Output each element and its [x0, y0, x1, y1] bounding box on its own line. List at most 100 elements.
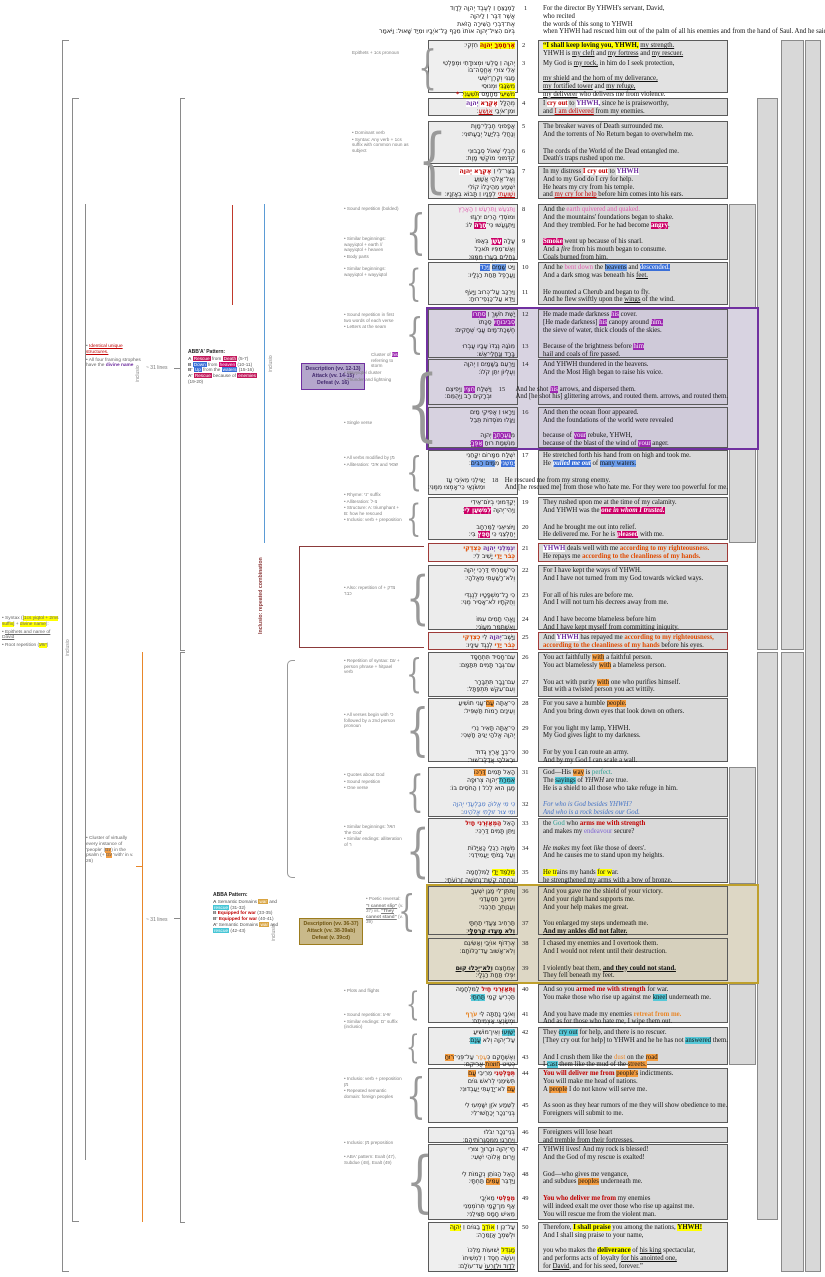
english-text: You act with purity with one who purifie… [538, 677, 728, 695]
verse-rows: יִשְׁלַח מִמָּרוֹם יִקָּחֵנִי יַמְשֵׁנִי … [428, 450, 728, 492]
english-line: You make those who rise up against me kn… [543, 993, 711, 1001]
english-column-box [538, 309, 728, 358]
hebrew-line: וַיֵּדֶא עַל־כַּנְפֵי־רוּחַ׃ [468, 296, 515, 304]
english-line: He pulled me out of many waters. [543, 459, 637, 467]
verse-number: 47 [522, 1146, 529, 1153]
hebrew-line: כִּי־בְךָ אָרֻץ גְּדוּד [475, 749, 515, 757]
english-text: The breaker waves of Death surrounded me… [538, 121, 728, 139]
english-line: He trains my hands for war. [543, 869, 619, 877]
hebrew-line: וַיֵּט שָׁמַיִם וַיֵּרַד [479, 264, 515, 271]
english-text: And I crush them like the dust on the ro… [538, 1052, 728, 1070]
hebrew-line: וְעַנְוַתְךָ תַרְבֵּנִי׃ [479, 903, 515, 911]
hebrew-line: וְעַל בָּמֹתַי יַעֲמִידֵנִי׃ [468, 852, 515, 860]
english-line: hail and coals of fire passed. [543, 351, 621, 359]
hebrew-text: עִם־חָסִיד תִּתְחַסָּד עִם־גְּבַר תָּמִים… [428, 652, 518, 670]
margin-note: • Sound repetition (bolded) [344, 206, 402, 213]
grouping-brace: { [406, 767, 424, 817]
hebrew-column-box [428, 1144, 518, 1220]
english-line: They fell beneath my feet. [543, 972, 615, 980]
bracket-mid-tick [174, 368, 180, 369]
hebrew-line: עִם־נָבָר תִּתְבָּרָר [474, 678, 515, 686]
hebrew-line: וַיִּשְׁלַח חִצָּיו וַיְפִיצֵם [445, 385, 492, 393]
english-line: My God is my rock, in him do I seek prot… [543, 59, 675, 67]
verse-row: וַיָּשֶׁב־יְהוָה לִי כְצִדְקִי כְּבֹר יָד… [428, 632, 728, 650]
verse-rows: אֶרְדּוֹף אוֹיְבַי וְאַשִּׂיגֵם וְלֹא־אָש… [428, 938, 728, 980]
hebrew-line: עַם לֹא־יָדַעְתִּי יַעַבְדוּנִי׃ [459, 1085, 515, 1093]
english-text: And you have made my enemies retreat fro… [538, 1009, 728, 1027]
hebrew-line: תַּרְחִיב צַעֲדִי תַחְתָּי [468, 920, 515, 928]
hebrew-line: יְחַלְּצֵנִי כִּי חָפֵץ בִּי׃ [468, 531, 515, 539]
margin-note: • Rhyme: ־ני suffix • Alliteration: צ-ל • … [344, 492, 402, 524]
hebrew-text: יָשֶׁת חֹשֶׁךְ ׀ סִתְרוֹ סְבִיבוֹתָיו סֻכ… [428, 309, 518, 334]
hebrew-line: לְדָוִד וּלְזַרְעוֹ עַד־עוֹלָם׃ [458, 1262, 515, 1270]
english-column-box [538, 984, 728, 1023]
hebrew-line: חַי־יְהוָה וּבָרוּךְ צוּרִי [468, 1146, 515, 1153]
hebrew-line: מִנֹּגַהּ נֶגְדּוֹ עָבָיו עָבְרוּ [462, 343, 515, 351]
verse-row: מִנֹּגַהּ נֶגְדּוֹ עָבָיו עָבְרוּ בָּרָד … [428, 341, 728, 359]
verse-row: כִּי־אַתָּה עַם־עָנִי תוֹשִׁיעַ וְעֵינַיִ… [428, 698, 728, 716]
english-line: And by my God I can scale a wall. [543, 756, 638, 764]
english-line: And your right hand supports me. [543, 895, 635, 903]
margin-note: • Sound repetition in first two words of… [344, 312, 402, 331]
hebrew-line: וְאֶל־אֱלֹהַי אֲשַׁוֵּעַ [474, 175, 515, 183]
hebrew-line: בְּיוֹם הִצִּיל־יְהוָה אוֹתוֹ מִכַּף כָּ… [379, 28, 515, 36]
english-line: And the torrents of No Return began to o… [543, 130, 694, 138]
hebrew-line: מִשְׂגַּבִּי וּמְנוּסִי [481, 82, 515, 90]
english-line: As soon as they hear rumors of me they w… [543, 1102, 728, 1110]
margin-note: • Single verse [344, 420, 402, 427]
hebrew-line: וַיֵּרָאוּ ׀ אֲפִיקֵי מַיִם [470, 409, 515, 416]
margin-note: • Inclusio: verb + preposition מן • Repea… [344, 1076, 402, 1100]
hebrew-line: יְהוָה ׀ סַלְעִי וּמְצוּדָתִי וּמְפַלְטִ… [442, 59, 515, 67]
verse-rows: יְקַדְּמוּנִי בְיוֹם־אֵידִי וַיְהִי־יְהוָ… [428, 497, 728, 539]
english-text: For all of his rules are before me. And I… [538, 590, 728, 608]
note-line: • Sound repetition [344, 778, 381, 784]
note-line: • Repetition of syntax: עם + person phra… [344, 658, 400, 674]
verse-number: 17 [522, 452, 529, 459]
verse-group: וַיָּשֶׁב־יְהוָה לִי כְצִדְקִי כְּבֹר יָד… [428, 632, 728, 650]
hebrew-text: מְשַׁוֶּה רַגְלַי כָּאַיָּלוֹת וְעַל בָּמ… [428, 843, 518, 861]
grouping-brace: { [406, 262, 422, 305]
verse-number: 49 [522, 1195, 529, 1203]
verse-rows: וַיַּרְעֵם בַּשָּׁמַיִם ׀ יְהוָה וְעֶלְיו… [428, 359, 728, 401]
hebrew-text: בַּצַּר־לִי ׀ אֶקְרָא יְהוָה וְאֶל־אֱלֹהַ… [428, 166, 518, 199]
verse-row: וַתִּתֶּן־לִי מָגֵן יִשְׁעֶךָ וִימִינְךָ … [428, 886, 728, 911]
hebrew-line: בְּנֵי־נֵכָר יִבֹּלוּ [483, 1129, 515, 1136]
hebrew-line: עַל־כֵּן ׀ אוֹדְךָ בַגּוֹיִם ׀ יְהוָה [449, 1224, 515, 1231]
hebrew-line: וַתִּגְעַשׁ וַתִּרְעַשׁ ׀ הָאָרֶץ [458, 206, 515, 213]
verse-group: כִּי־אַתָּה עַם־עָנִי תוֹשִׁיעַ וְעֵינַיִ… [428, 698, 728, 764]
english-text: And then the ocean floor appeared. And th… [538, 407, 728, 448]
verse-number: 33 [522, 820, 529, 827]
english-line: because of your rebuke, YHWH, [543, 432, 633, 440]
english-line: For the director By YHWH's servant, Davi… [543, 5, 665, 12]
english-line: You act faithfully with a faithful perso… [543, 654, 653, 661]
margin-note: • ABA' pattern: Exalt (47), Subdue (48),… [344, 1154, 402, 1166]
english-column-box [538, 1068, 728, 1123]
hebrew-line: וּמִן־אֹיְבַי אִוָּשֵׁעַ׃ [476, 107, 515, 115]
hebrew-line: מִגַּעֲרָתְךָ יְהוָה [480, 432, 515, 440]
verse-rows: וַתְּאַזְּרֵנִי חַיִל לַמִּלְחָמָה תַּכְר… [428, 984, 728, 1026]
verse-number: 5 [522, 123, 526, 130]
verse-number: 7 [522, 168, 526, 175]
cluster-his-note: Cluster of his referring to storm [371, 352, 399, 370]
english-line: He is a shield to all those who take ref… [543, 784, 678, 792]
hebrew-line: הָאֵל הַמְאַזְּרֵנִי חָיִל [465, 820, 515, 827]
hebrew-text: וַיּוֹצִיאֵנִי לַמֶּרְחָב יְחַלְּצֵנִי כִ… [428, 522, 518, 540]
verse-number: 23 [522, 591, 529, 599]
verse-rows: יָשֶׁת חֹשֶׁךְ ׀ סִתְרוֹ סְבִיבוֹתָיו סֻכ… [428, 309, 728, 359]
hebrew-column-box [428, 1222, 518, 1272]
hebrew-line: וְנַחֲלֵי בְלִיַּעַל יְבַעֲתוּנִי׃ [461, 130, 515, 138]
hebrew-line: וּמִי צוּר זוּלָתִי אֱלֹהֵינוּ׃ [461, 809, 515, 817]
english-text: And I have become blameless before him An… [538, 614, 728, 632]
hebrew-line: עָלָה עָשָׁן בְּאַפּוֹ [475, 238, 515, 246]
english-text: And he bent down the heavens and descend… [538, 262, 728, 280]
hebrew-text: כִּי־שָׁמַרְתִּי דַּרְכֵי יְהוָה וְלֹא־רָ… [428, 565, 518, 583]
english-text: He made made darkness his cover. [He made… [538, 309, 728, 334]
hebrew-column-box [428, 1027, 518, 1065]
english-text: And you gave me the shield of your victo… [538, 886, 728, 911]
english-line: And [he shot his] glittering arrows, and… [515, 393, 728, 401]
verse-rows: יִגְמְלֵנִי יְהוָה כְּצִדְקִי כְּבֹר יָדַ… [428, 543, 728, 561]
grouping-brace: { [406, 1027, 420, 1066]
verse-number: 35 [522, 869, 529, 877]
hebrew-line: וְיַחְרְגוּ מִמִּסְגְּרוֹתֵיהֶם׃ [462, 1136, 515, 1144]
inner-structure-line [85, 204, 86, 1160]
